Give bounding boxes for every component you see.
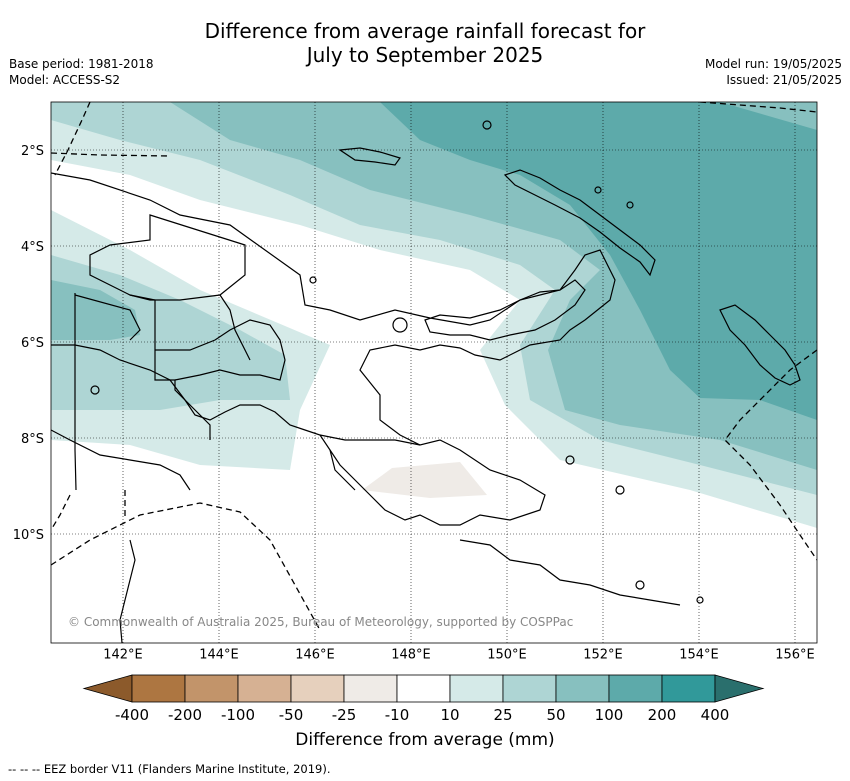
colorbar-swatch (449, 674, 504, 703)
issued-date: Issued: 21/05/2025 (726, 73, 842, 87)
island (615, 485, 625, 495)
lon-label: 154°E (679, 647, 719, 662)
border-png-indonesia (74, 293, 77, 491)
province-boundary (155, 319, 286, 381)
island (594, 186, 602, 194)
island (696, 596, 704, 604)
eez-footnote: -- -- -- EEZ border V11 (Flanders Marine… (8, 762, 331, 776)
bougainville-coast (719, 304, 801, 386)
colorbar: -400 -200 -100 -50 -25 -10 10 25 50 100 200 400 (82, 674, 765, 724)
map-frame (50, 101, 818, 644)
colorbar-tick-label: -100 (221, 706, 255, 724)
colorbar-extend-low (82, 674, 133, 703)
eez-border (51, 152, 171, 157)
colorbar-tick-label: 100 (595, 706, 624, 724)
lat-label: 4°S (21, 240, 44, 255)
new-guinea-coast (51, 172, 616, 526)
colorbar-tick-label: 400 (701, 706, 730, 724)
new-ireland-coast (503, 169, 656, 277)
lon-label: 152°E (583, 647, 623, 662)
map-title: Difference from average rainfall forecas… (0, 19, 850, 67)
colorbar-tick-label: 200 (648, 706, 677, 724)
colorbar-tick-label: 50 (546, 706, 565, 724)
meta-right: Model run: 19/05/2025 Issued: 21/05/2025 (705, 56, 842, 88)
louisiade-islands (459, 539, 681, 606)
lon-label: 156°E (775, 647, 815, 662)
eez-border (699, 102, 817, 113)
south-coast-west (51, 429, 191, 491)
lon-label: 148°E (391, 647, 431, 662)
zone-minus-10-25-mm (362, 462, 487, 498)
lon-label: 146°E (295, 647, 335, 662)
colorbar-tick-label: 10 (440, 706, 459, 724)
island (482, 120, 492, 130)
cape-york-coast (119, 539, 136, 643)
coastlines (51, 120, 801, 643)
island (565, 455, 575, 465)
province-boundary (319, 434, 421, 446)
lat-label: 6°S (21, 336, 44, 351)
latitude-labels: 2°S 4°S 6°S 8°S 10°S (13, 144, 44, 543)
island (90, 385, 100, 395)
eez-border (51, 494, 71, 531)
colorbar-tick-label: -25 (332, 706, 357, 724)
lat-label: 8°S (21, 432, 44, 447)
model-name: Model: ACCESS-S2 (9, 73, 121, 87)
colorbar-swatch (661, 674, 716, 703)
rainfall-anomaly-field (51, 102, 817, 643)
eez-borders (51, 102, 817, 631)
gridlines (51, 102, 817, 643)
model-run: Model run: 19/05/2025 (704, 57, 842, 71)
colorbar-tick-label: -50 (279, 706, 304, 724)
island (635, 580, 645, 590)
zone-100-200-mm (380, 102, 817, 420)
province-boundary (74, 294, 141, 341)
island (392, 317, 408, 333)
colorbar-extend-high (714, 674, 765, 703)
island (309, 276, 317, 284)
colorbar-swatch (290, 674, 345, 703)
province-boundary (219, 294, 251, 361)
colorbar-swatch (396, 674, 451, 703)
zone-50-100-mm-west (51, 280, 140, 340)
lat-label: 2°S (21, 144, 44, 159)
zone-25-50-mm-west (51, 255, 290, 410)
colorbar-swatch (237, 674, 292, 703)
title-line-2: July to September 2025 (306, 43, 544, 67)
island (626, 201, 634, 209)
colorbar-title: Difference from average (mm) (295, 730, 555, 750)
colorbar-tick-label: -200 (168, 706, 202, 724)
base-period: Base period: 1981-2018 (9, 57, 154, 71)
colorbar-swatch (608, 674, 663, 703)
copyright-text: © Commonwealth of Australia 2025, Bureau… (68, 615, 573, 629)
colorbar-swatch (555, 674, 610, 703)
colorbar-swatch (343, 674, 398, 703)
colorbar-swatch (184, 674, 239, 703)
province-boundary (329, 449, 356, 491)
eez-border (51, 502, 321, 631)
colorbar-tick-label: -400 (115, 706, 149, 724)
colorbar-swatch (502, 674, 557, 703)
colorbar-tick-label: -10 (385, 706, 410, 724)
lon-label: 142°E (103, 647, 143, 662)
title-line-1: Difference from average rainfall forecas… (204, 19, 646, 43)
meta-left: Base period: 1981-2018 Model: ACCESS-S2 (9, 56, 154, 88)
lat-label: 10°S (13, 528, 44, 543)
longitude-labels: 142°E 144°E 146°E 148°E 150°E 152°E 154°… (103, 647, 815, 662)
colorbar-swatch (131, 674, 186, 703)
lon-label: 150°E (487, 647, 527, 662)
new-britain-coast (424, 279, 586, 341)
colorbar-tick-label: 25 (493, 706, 512, 724)
manus-coast (338, 147, 401, 166)
lon-label: 144°E (199, 647, 239, 662)
